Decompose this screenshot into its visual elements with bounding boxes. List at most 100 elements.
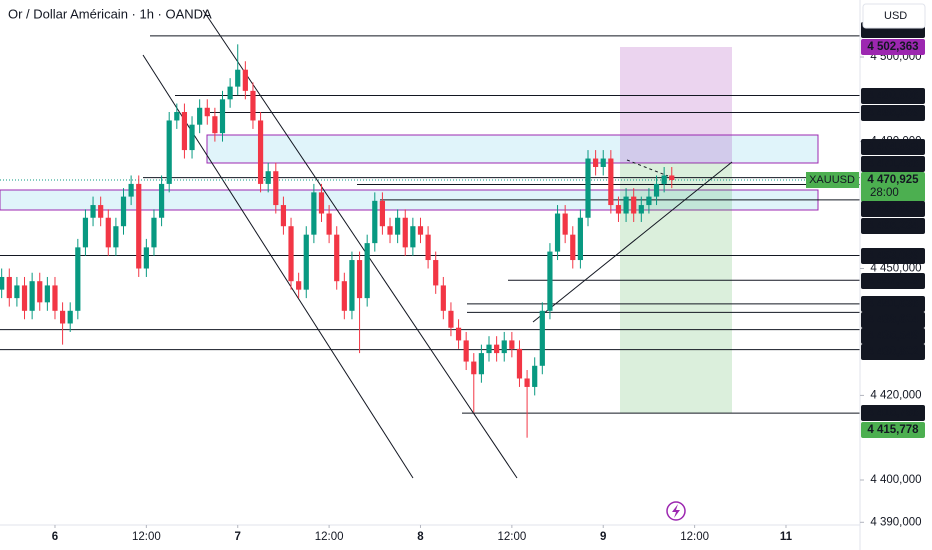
y-tick-label: 4 450,000	[870, 263, 921, 275]
candle-body	[67, 310, 73, 324]
candle-body	[311, 192, 317, 235]
candle-body	[280, 205, 287, 227]
candle-body	[334, 234, 340, 282]
candle-body	[478, 353, 484, 375]
candle-body	[349, 260, 355, 311]
candle-body	[471, 361, 477, 375]
time-axis	[0, 525, 860, 550]
target-zone	[620, 47, 732, 163]
candle-body	[82, 217, 89, 248]
price-label: 4 441,636	[867, 298, 918, 310]
candle-body	[136, 183, 142, 269]
countdown: 28:00	[870, 187, 899, 199]
price-label-box	[861, 422, 925, 438]
price-label: 4 430,822	[867, 346, 918, 358]
candle-body	[37, 281, 43, 303]
candles	[0, 44, 675, 438]
candle-body	[250, 90, 256, 121]
x-tick-label: 7	[235, 531, 241, 543]
risk-zone	[620, 163, 732, 413]
candle-body	[669, 175, 675, 180]
candle-body	[227, 86, 233, 100]
candle-body	[455, 327, 462, 341]
x-tick-label: 12:00	[315, 531, 344, 543]
price-label: 4 469,858	[867, 203, 919, 215]
candle-body	[90, 205, 96, 218]
x-tick-label: 12:00	[680, 531, 709, 543]
candle-body	[372, 200, 378, 244]
candle-body	[440, 285, 446, 311]
candle-body	[509, 340, 515, 349]
price-label: 4 490,906	[867, 90, 918, 102]
price-label-box	[861, 344, 925, 360]
candle-body	[52, 285, 58, 311]
x-tick-label: 9	[600, 531, 606, 543]
candle-body	[14, 285, 20, 299]
candle-body	[212, 116, 218, 134]
alert-icon[interactable]	[666, 501, 686, 521]
price-label-box	[861, 296, 925, 312]
candle-body	[341, 281, 347, 311]
candle-body	[463, 340, 469, 362]
candle-body	[197, 107, 203, 125]
candle-body	[204, 107, 210, 117]
candle-body	[562, 213, 568, 235]
candle-body	[219, 99, 226, 134]
candle-body	[326, 213, 332, 235]
candle-body	[395, 217, 401, 235]
candle-body	[661, 175, 667, 184]
candle-body	[486, 344, 492, 354]
candle-body	[0, 276, 5, 290]
trend-line	[142, 54, 414, 479]
candle-body	[425, 234, 431, 261]
candle-body	[318, 192, 325, 214]
candle-body	[181, 112, 188, 151]
levels	[0, 35, 860, 414]
candle-body	[600, 158, 606, 167]
x-tick-label: 8	[417, 531, 424, 543]
price-label-box	[861, 88, 925, 104]
price-label: 4 453,089	[867, 250, 918, 262]
price-label-box	[861, 405, 925, 421]
candle-body	[296, 281, 302, 290]
price-label-box	[861, 172, 925, 202]
x-tick-label: 11	[780, 531, 793, 543]
candle-body	[501, 340, 507, 354]
candle-body	[242, 69, 248, 91]
price-label: 4 415,778	[867, 424, 919, 436]
price-label: 4 435,549	[867, 330, 918, 342]
candle-body	[174, 112, 180, 121]
currency[interactable]: USD	[884, 10, 907, 22]
candle-body	[615, 205, 622, 214]
price-label-box	[861, 273, 925, 289]
candle-body	[128, 183, 134, 197]
price-label: 4 486,869	[867, 107, 918, 119]
candle-body	[6, 276, 12, 299]
candle-body	[570, 234, 576, 261]
candle-body	[631, 196, 637, 214]
candle-body	[120, 196, 127, 227]
candle-body	[303, 234, 309, 290]
price-label-box	[861, 248, 925, 264]
price-label-box	[861, 312, 925, 328]
candle-body	[516, 348, 523, 379]
candle-body	[143, 247, 149, 269]
y-tick-label: 4 390,000	[870, 516, 921, 528]
candle-body	[189, 124, 195, 151]
candle-body	[29, 281, 35, 311]
currency-button[interactable]	[862, 3, 926, 29]
trend-line	[532, 161, 733, 323]
price-label: 4 471,496	[867, 158, 918, 170]
price-label-box	[861, 218, 925, 234]
candle-body	[402, 217, 408, 248]
zone	[206, 134, 819, 164]
candle-body	[524, 378, 530, 387]
candle-body	[494, 344, 500, 354]
candle-body	[59, 310, 66, 324]
price-label-box	[861, 105, 925, 121]
candle-body	[577, 217, 583, 261]
price-label: 4 502,363	[867, 41, 918, 53]
candle-body	[387, 226, 393, 235]
candle-body	[623, 196, 629, 214]
trend-line	[626, 159, 669, 177]
